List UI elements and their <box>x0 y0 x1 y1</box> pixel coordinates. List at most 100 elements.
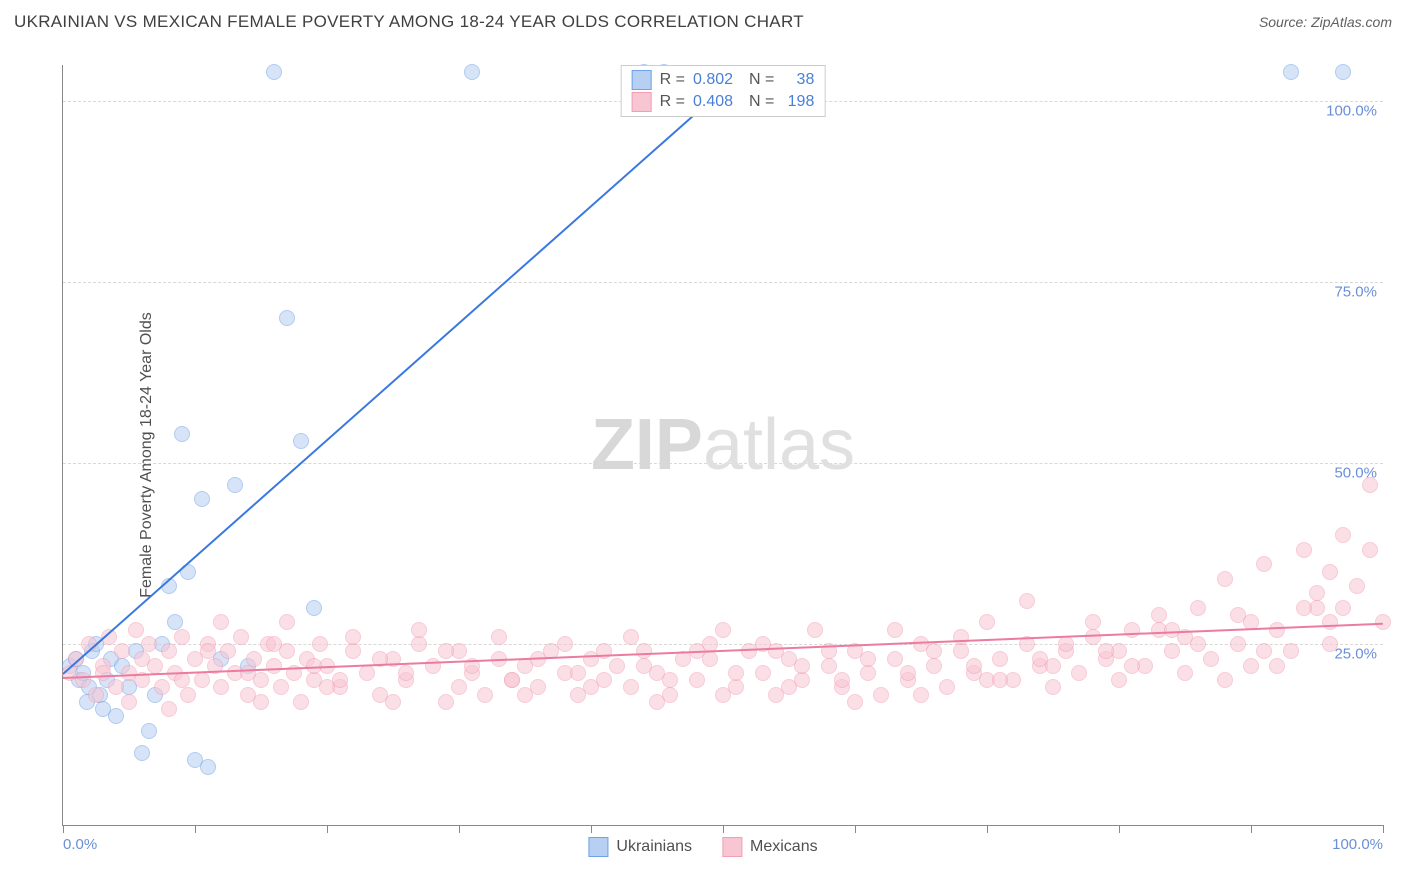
scatter-point <box>108 708 124 724</box>
scatter-point <box>194 491 210 507</box>
scatter-point <box>1243 658 1259 674</box>
scatter-point <box>1217 672 1233 688</box>
scatter-point <box>834 672 850 688</box>
x-tick <box>195 825 196 833</box>
legend-r-value: 0.802 <box>693 71 741 89</box>
scatter-point <box>887 622 903 638</box>
scatter-point <box>926 643 942 659</box>
legend-item: Ukrainians <box>588 837 692 857</box>
scatter-point <box>583 679 599 695</box>
scatter-point <box>755 665 771 681</box>
scatter-point <box>821 658 837 674</box>
scatter-point <box>517 687 533 703</box>
scatter-point <box>1032 651 1048 667</box>
scatter-point <box>213 679 229 695</box>
legend-label: Mexicans <box>750 838 818 856</box>
gridline-h <box>63 282 1383 283</box>
scatter-point <box>570 665 586 681</box>
x-tick-label: 100.0% <box>1332 836 1383 853</box>
scatter-point <box>108 679 124 695</box>
scatter-point <box>992 672 1008 688</box>
scatter-point <box>1019 593 1035 609</box>
scatter-point <box>1349 578 1365 594</box>
scatter-point <box>1322 564 1338 580</box>
legend-swatch <box>588 837 608 857</box>
scatter-point <box>1230 636 1246 652</box>
scatter-point <box>702 651 718 667</box>
x-tick <box>987 825 988 833</box>
scatter-point <box>411 622 427 638</box>
scatter-point <box>1071 665 1087 681</box>
scatter-point <box>451 679 467 695</box>
x-tick <box>723 825 724 833</box>
scatter-point <box>728 665 744 681</box>
legend-stats-row: R =0.408N =198 <box>632 91 815 113</box>
scatter-point <box>1124 658 1140 674</box>
watermark: ZIPatlas <box>591 404 855 486</box>
scatter-point <box>141 723 157 739</box>
scatter-point <box>161 701 177 717</box>
legend-n-label: N = <box>749 71 774 89</box>
legend-swatch <box>722 837 742 857</box>
scatter-point <box>174 629 190 645</box>
scatter-point <box>477 687 493 703</box>
scatter-point <box>609 658 625 674</box>
scatter-point <box>1269 658 1285 674</box>
scatter-point <box>636 658 652 674</box>
scatter-point <box>689 672 705 688</box>
scatter-point <box>1269 622 1285 638</box>
scatter-point <box>1111 672 1127 688</box>
scatter-point <box>992 651 1008 667</box>
scatter-point <box>649 694 665 710</box>
scatter-point <box>939 679 955 695</box>
scatter-point <box>293 694 309 710</box>
scatter-point <box>623 679 639 695</box>
scatter-point <box>114 643 130 659</box>
scatter-point <box>1045 679 1061 695</box>
scatter-point <box>75 672 91 688</box>
scatter-point <box>887 651 903 667</box>
scatter-point <box>266 64 282 80</box>
legend-n-value: 198 <box>782 93 814 111</box>
x-tick <box>327 825 328 833</box>
scatter-point <box>860 651 876 667</box>
gridline-h <box>63 463 1383 464</box>
scatter-point <box>134 745 150 761</box>
legend-n-label: N = <box>749 93 774 111</box>
scatter-point <box>926 658 942 674</box>
scatter-point <box>293 433 309 449</box>
chart-header: UKRAINIAN VS MEXICAN FEMALE POVERTY AMON… <box>14 12 1392 32</box>
scatter-point <box>174 426 190 442</box>
scatter-point <box>1283 64 1299 80</box>
legend-bottom: Ukrainians Mexicans <box>588 837 817 857</box>
scatter-point <box>253 694 269 710</box>
plot-area: ZIPatlas 25.0%50.0%75.0%100.0%0.0%100.0%… <box>62 65 1383 826</box>
scatter-point <box>180 687 196 703</box>
scatter-point <box>873 687 889 703</box>
x-tick <box>591 825 592 833</box>
scatter-point <box>1058 636 1074 652</box>
chart-title: UKRAINIAN VS MEXICAN FEMALE POVERTY AMON… <box>14 12 804 32</box>
scatter-point <box>1230 607 1246 623</box>
scatter-point <box>794 658 810 674</box>
trend-line <box>62 65 750 674</box>
y-tick-label: 75.0% <box>1334 284 1377 301</box>
scatter-point <box>966 658 982 674</box>
x-tick-label: 0.0% <box>63 836 97 853</box>
legend-n-value: 38 <box>782 71 814 89</box>
scatter-point <box>332 672 348 688</box>
scatter-point <box>1190 600 1206 616</box>
scatter-point <box>345 643 361 659</box>
scatter-point <box>1177 665 1193 681</box>
scatter-point <box>1335 64 1351 80</box>
scatter-point <box>200 643 216 659</box>
legend-swatch <box>632 92 652 112</box>
scatter-point <box>768 643 784 659</box>
legend-item: Mexicans <box>722 837 818 857</box>
scatter-point <box>1164 622 1180 638</box>
scatter-point <box>464 64 480 80</box>
scatter-point <box>174 672 190 688</box>
scatter-point <box>161 643 177 659</box>
x-tick <box>1251 825 1252 833</box>
scatter-point <box>1322 614 1338 630</box>
